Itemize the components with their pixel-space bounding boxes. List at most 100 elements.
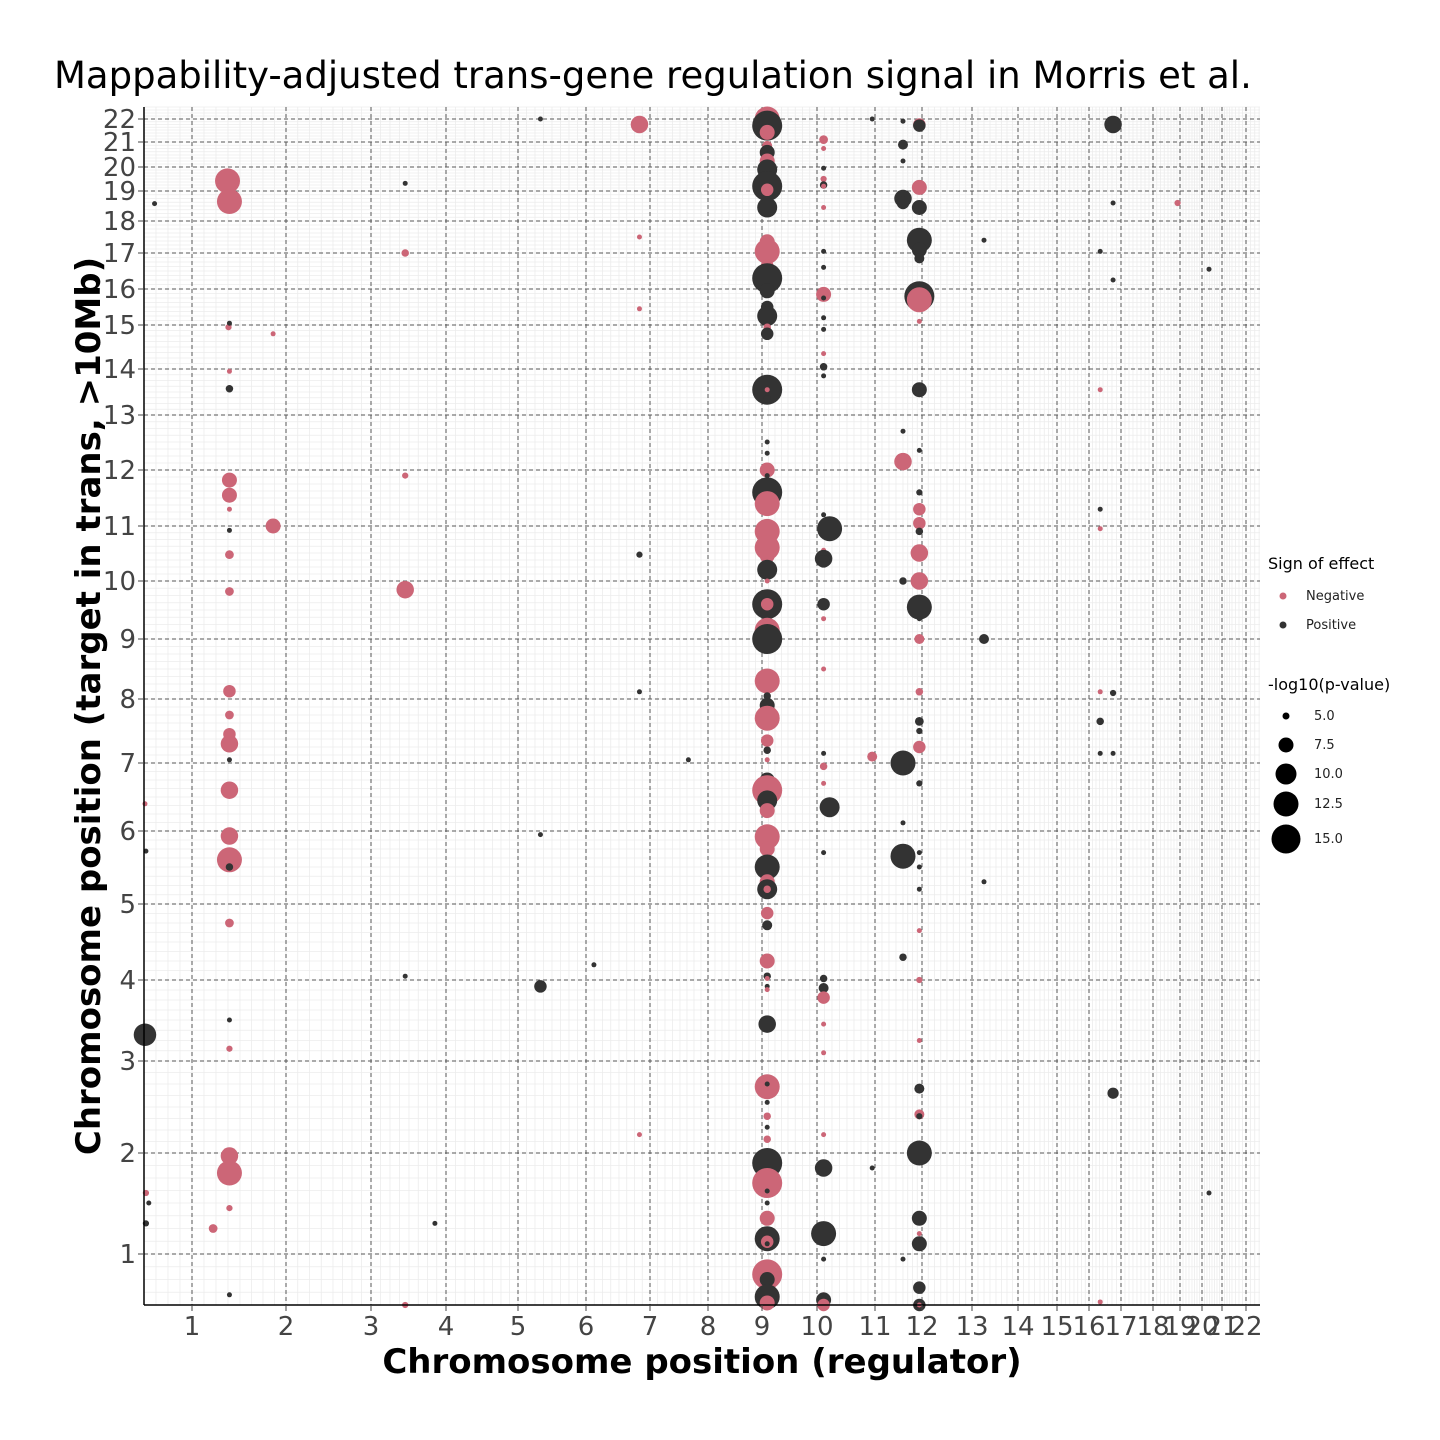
data-point-positive: [821, 1256, 827, 1262]
data-point-negative: [764, 757, 770, 763]
legend-size-key-5: [1282, 712, 1290, 720]
data-point-positive: [534, 980, 547, 993]
data-point-negative: [225, 550, 234, 560]
y-tick-label: 9: [119, 625, 136, 655]
data-point-negative: [223, 684, 236, 698]
data-point-negative: [910, 544, 929, 562]
data-point-negative: [754, 1074, 780, 1100]
data-point-negative: [1097, 387, 1103, 393]
legend-color-title: Sign of effect: [1268, 554, 1374, 573]
data-point-negative: [216, 847, 242, 873]
data-point-negative: [820, 175, 827, 183]
data-point-positive: [152, 201, 158, 207]
data-point-positive: [821, 264, 827, 270]
chart-title: Mappability-adjusted trans-gene regulati…: [54, 54, 1252, 97]
data-point-positive: [759, 1272, 775, 1287]
data-point-negative: [914, 634, 925, 644]
legend-size-label-15: 15.0: [1314, 832, 1343, 847]
data-point-positive: [821, 750, 827, 756]
data-point-positive: [1104, 115, 1122, 134]
data-point-positive: [821, 295, 827, 301]
data-point-positive: [764, 1241, 770, 1247]
data-point-negative: [754, 668, 780, 694]
data-point-negative: [916, 318, 922, 324]
y-tick-label: 1: [119, 1240, 136, 1270]
data-point-positive: [900, 158, 906, 164]
data-point-negative: [220, 827, 239, 845]
data-point-positive: [869, 116, 875, 122]
data-point-negative: [759, 953, 775, 969]
legend-positive-label: Positive: [1306, 618, 1356, 633]
data-point-positive: [811, 1221, 837, 1247]
data-point-positive: [636, 689, 642, 695]
data-point-positive: [402, 180, 408, 186]
data-point-positive: [899, 953, 907, 961]
data-point-negative: [915, 688, 924, 696]
y-tick-label: 8: [119, 685, 136, 715]
data-point-negative: [226, 506, 232, 512]
data-point-negative: [916, 928, 922, 934]
data-point-negative: [759, 462, 775, 478]
y-axis-title: Chromosome position (target in trans, >1…: [69, 257, 109, 1155]
data-point-negative: [759, 803, 775, 819]
data-point-negative: [913, 516, 926, 530]
data-point-negative: [754, 491, 780, 517]
data-point-positive: [900, 118, 906, 124]
data-point-negative: [821, 183, 827, 189]
data-point-positive: [890, 843, 916, 869]
legend-size-key-10: [1275, 763, 1297, 785]
data-point-negative: [763, 1135, 771, 1143]
data-point-positive: [432, 1220, 438, 1226]
data-point-positive: [911, 200, 927, 215]
legend-size-label-10: 10.0: [1314, 767, 1343, 782]
data-point-positive: [402, 973, 408, 979]
data-point-positive: [913, 1281, 926, 1294]
data-point-positive: [685, 757, 691, 763]
data-point-negative: [1097, 1299, 1103, 1305]
data-point-positive: [757, 306, 778, 326]
y-tick-label: 12: [103, 456, 136, 486]
data-point-positive: [764, 1188, 770, 1194]
data-point-negative: [760, 597, 774, 611]
data-point-positive: [764, 1200, 770, 1206]
data-point-negative: [916, 976, 923, 984]
data-point-positive: [914, 1083, 925, 1094]
y-tick-label: 5: [119, 890, 136, 920]
data-point-negative: [226, 1204, 233, 1212]
data-point-negative: [630, 115, 649, 134]
data-point-positive: [898, 139, 908, 150]
legend-size-label-5: 5.0: [1314, 709, 1335, 724]
data-point-negative: [216, 1160, 242, 1186]
data-point-negative: [763, 1112, 771, 1120]
data-point-positive: [762, 920, 773, 931]
data-point-positive: [225, 385, 234, 393]
data-point-positive: [763, 395, 771, 403]
data-point-negative: [216, 189, 242, 214]
data-point-positive: [916, 447, 922, 453]
y-tick-label: 21: [103, 128, 136, 158]
data-point-negative: [819, 135, 828, 144]
data-point-negative: [759, 841, 775, 857]
data-point-negative: [226, 368, 232, 374]
data-point-positive: [817, 555, 830, 568]
y-tick-label: 6: [119, 817, 136, 847]
x-axis-title: Chromosome position (regulator): [382, 1342, 1021, 1382]
data-point-negative: [220, 1147, 239, 1165]
data-point-negative: [764, 987, 770, 993]
x-tick-label: 22: [1229, 1312, 1262, 1342]
data-point-negative: [396, 580, 414, 599]
data-point-negative: [910, 572, 929, 590]
legend-size-key-12-5: [1273, 791, 1299, 817]
data-point-negative: [821, 205, 827, 210]
y-tick-label: 18: [103, 207, 136, 237]
data-point-positive: [914, 253, 925, 264]
data-point-positive: [636, 551, 643, 558]
data-point-negative: [821, 351, 827, 357]
data-point-positive: [226, 1292, 232, 1298]
y-tick-label: 20: [103, 153, 136, 183]
data-point-negative: [215, 168, 241, 194]
data-point-negative: [225, 587, 234, 596]
data-point-positive: [900, 1256, 906, 1262]
x-tick-label: 5: [510, 1312, 527, 1342]
data-point-negative: [270, 331, 276, 337]
